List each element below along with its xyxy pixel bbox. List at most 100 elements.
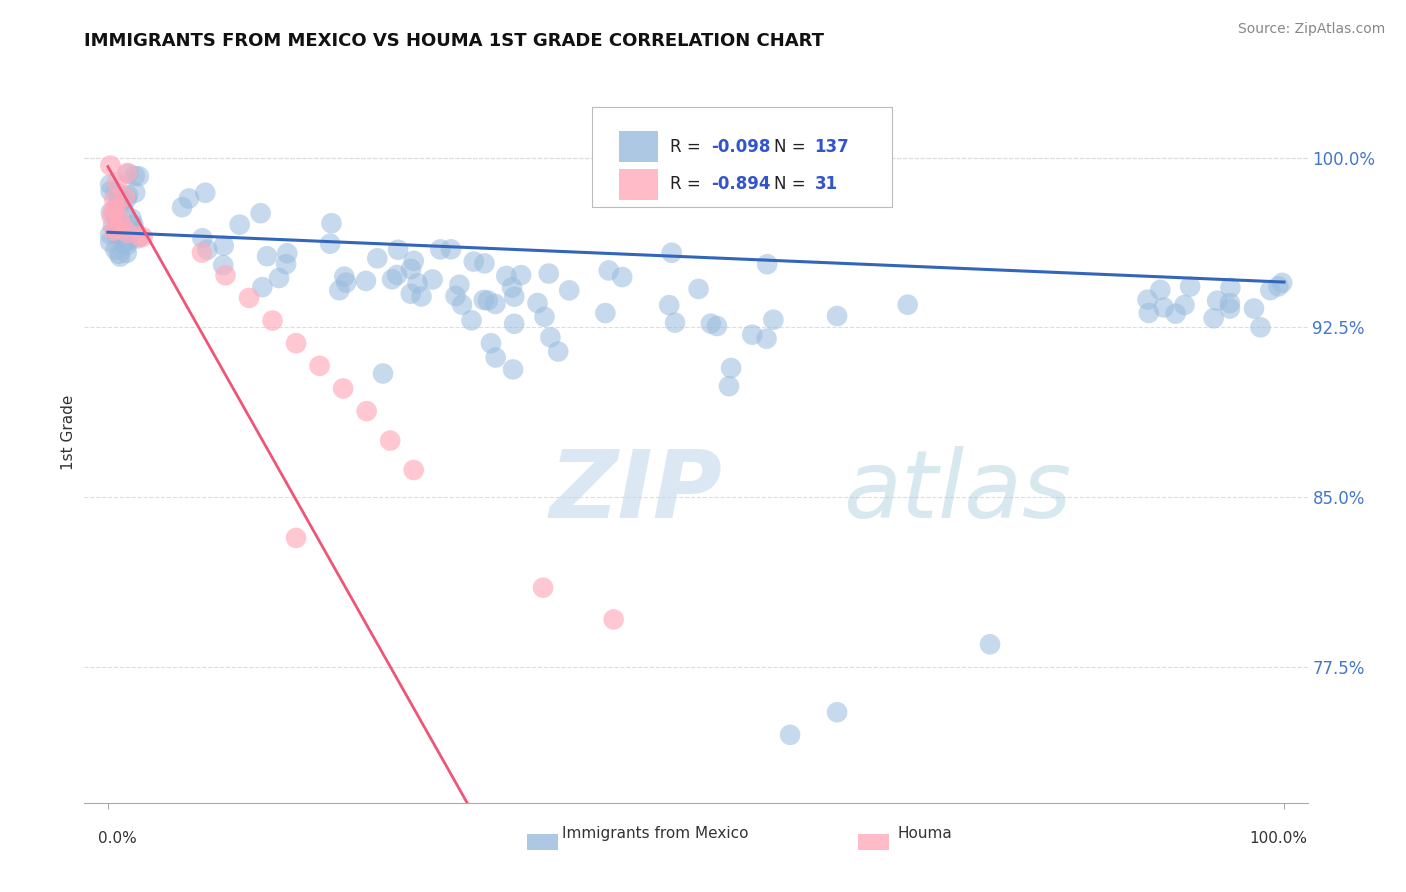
Text: -0.894: -0.894	[710, 175, 770, 193]
Point	[115, 166, 138, 180]
Text: R =: R =	[671, 137, 706, 155]
Point	[115, 192, 138, 206]
Point	[1243, 301, 1265, 316]
Point	[612, 270, 634, 285]
Point	[538, 330, 561, 344]
Point	[354, 274, 377, 288]
Point	[128, 229, 150, 244]
Point	[741, 327, 763, 342]
Point	[688, 282, 710, 296]
Point	[100, 205, 122, 219]
Point	[720, 361, 742, 376]
Point	[103, 224, 125, 238]
Point	[112, 204, 135, 219]
Point	[371, 367, 394, 381]
Point	[122, 218, 145, 232]
Text: IMMIGRANTS FROM MEXICO VS HOUMA 1ST GRADE CORRELATION CHART: IMMIGRANTS FROM MEXICO VS HOUMA 1ST GRAD…	[84, 32, 824, 50]
Point	[533, 310, 555, 324]
Point	[112, 220, 135, 235]
Point	[108, 247, 131, 261]
Point	[117, 188, 139, 202]
Point	[1219, 281, 1241, 295]
Point	[1164, 307, 1187, 321]
Point	[399, 262, 422, 277]
Point	[117, 226, 139, 240]
Point	[252, 280, 274, 294]
Point	[1153, 301, 1175, 315]
Point	[495, 268, 517, 283]
Point	[1267, 279, 1289, 293]
Point	[449, 277, 471, 292]
Point	[1206, 293, 1229, 308]
Point	[755, 332, 778, 346]
Point	[385, 268, 408, 282]
Point	[191, 245, 214, 260]
Point	[381, 272, 404, 286]
Point	[825, 309, 848, 323]
Point	[406, 276, 429, 290]
Point	[547, 344, 569, 359]
Point	[103, 203, 125, 218]
Point	[108, 192, 131, 206]
Point	[1178, 279, 1201, 293]
Point	[115, 246, 138, 260]
Point	[706, 319, 728, 334]
Point	[101, 210, 124, 224]
Point	[105, 221, 128, 235]
Point	[105, 220, 128, 235]
Point	[474, 256, 496, 270]
Point	[502, 362, 524, 376]
Point	[110, 250, 132, 264]
Point	[402, 463, 425, 477]
Point	[825, 705, 848, 719]
Point	[537, 267, 560, 281]
Point	[356, 404, 378, 418]
Y-axis label: 1st Grade: 1st Grade	[60, 395, 76, 470]
Point	[440, 243, 463, 257]
Point	[531, 581, 554, 595]
Point	[779, 728, 801, 742]
Point	[177, 191, 200, 205]
Point	[108, 211, 131, 226]
Text: -0.098: -0.098	[710, 137, 770, 155]
Point	[104, 202, 127, 216]
Point	[117, 238, 139, 252]
Point	[422, 272, 444, 286]
Point	[756, 257, 779, 271]
Point	[256, 249, 278, 263]
Point	[1173, 298, 1195, 312]
Point	[503, 317, 526, 331]
Point	[105, 176, 128, 190]
Text: Immigrants from Mexico: Immigrants from Mexico	[562, 827, 749, 841]
Point	[451, 298, 474, 312]
Point	[274, 257, 297, 271]
Text: 31: 31	[814, 175, 838, 193]
Point	[321, 216, 343, 230]
FancyBboxPatch shape	[592, 107, 891, 207]
Point	[762, 312, 785, 326]
Point	[558, 284, 581, 298]
Point	[700, 317, 723, 331]
Point	[107, 214, 129, 228]
Point	[1271, 276, 1294, 290]
Point	[117, 234, 139, 248]
Point	[485, 351, 508, 365]
Point	[104, 227, 127, 241]
Point	[114, 190, 136, 204]
Point	[100, 159, 122, 173]
Text: 137: 137	[814, 137, 849, 155]
Point	[308, 359, 330, 373]
Point	[121, 211, 143, 226]
Point	[127, 231, 149, 245]
Point	[501, 280, 523, 294]
Point	[170, 200, 193, 214]
Point	[108, 198, 131, 212]
Point	[399, 286, 422, 301]
Point	[1219, 296, 1241, 310]
Bar	[619, 131, 658, 162]
Point	[1149, 283, 1171, 297]
Point	[333, 269, 356, 284]
Point	[595, 306, 617, 320]
Point	[510, 268, 533, 282]
Point	[98, 235, 121, 249]
